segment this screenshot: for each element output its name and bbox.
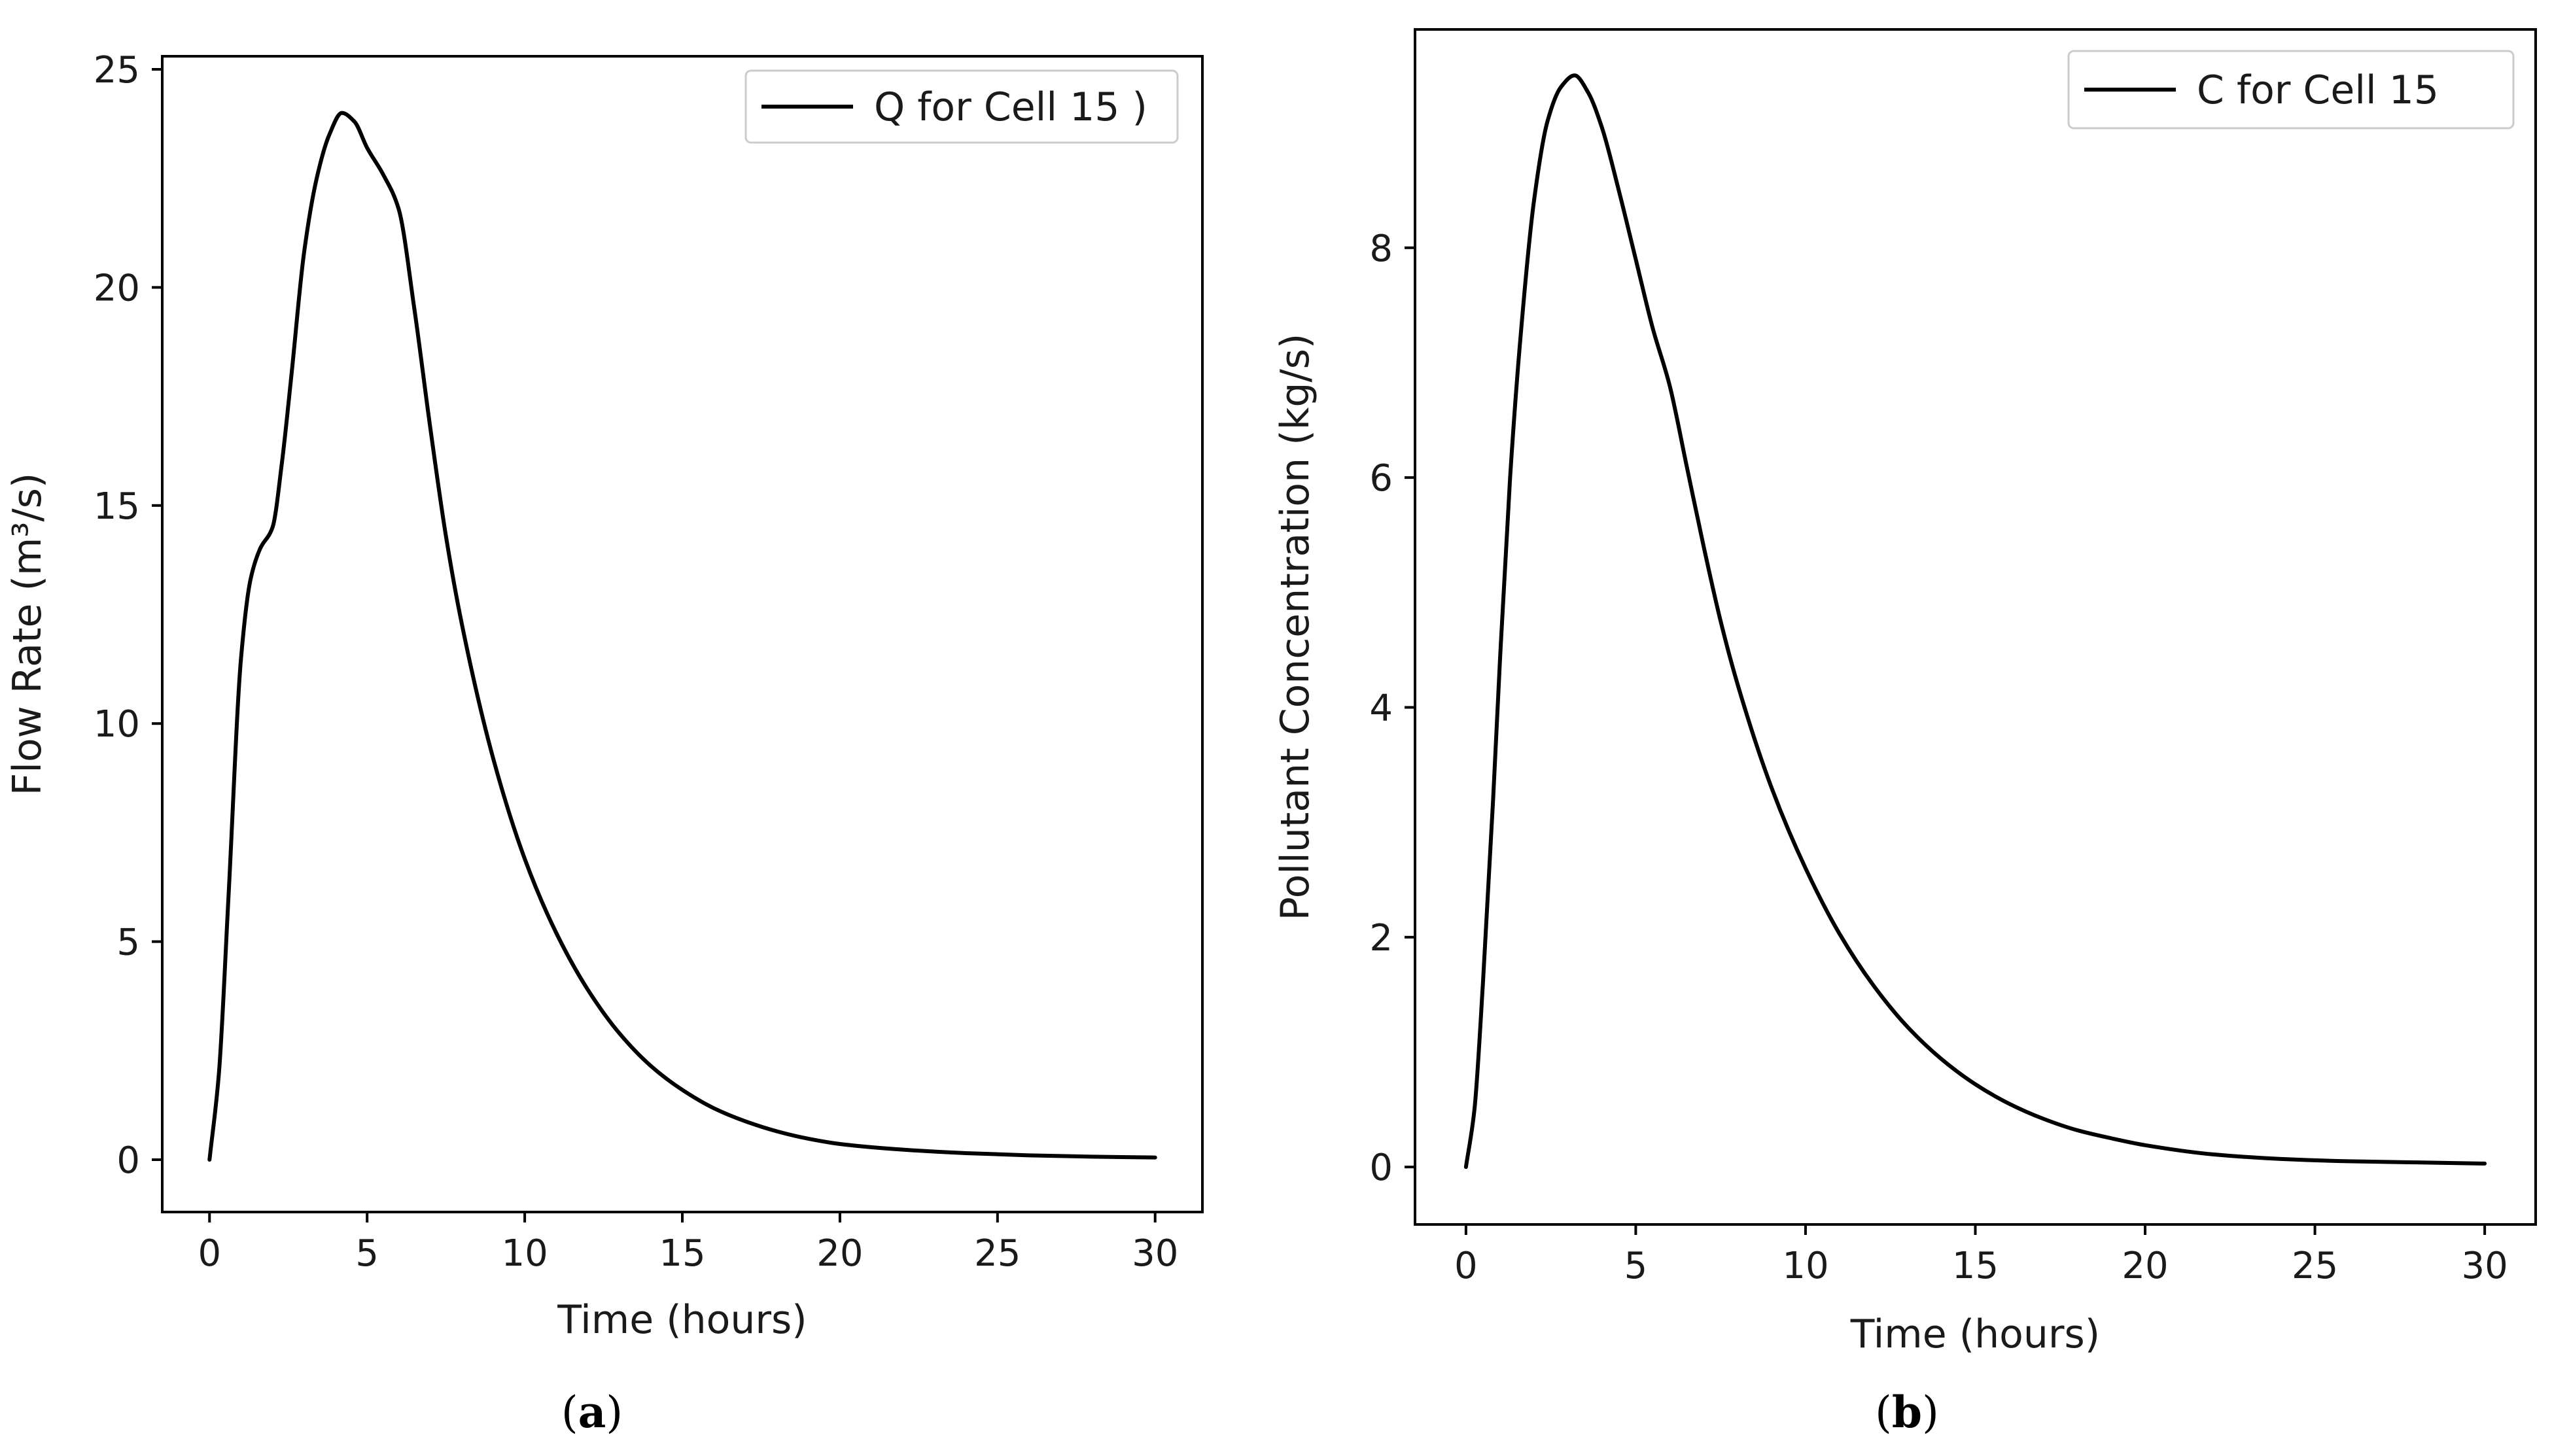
- chart-a-x-tick-label: 10: [501, 1232, 548, 1275]
- chart-b-legend-box: [2067, 50, 2515, 130]
- chart-a-y-tick-label: 20: [94, 267, 140, 309]
- chart-b-plot-area: [1463, 73, 2487, 1170]
- chart-a-y-tick-label: 15: [94, 485, 140, 528]
- chart-a-x-tick-label: 25: [974, 1232, 1021, 1275]
- chart-b-x-tick-label: 20: [2122, 1245, 2168, 1287]
- panel-label-b: (b): [1875, 1387, 1939, 1438]
- chart-a-legend-label: Q for Cell 15 ): [874, 84, 1147, 130]
- chart-b-x-axis-label: Time (hours): [1850, 1311, 2100, 1357]
- chart-a-x-axis-label: Time (hours): [557, 1297, 807, 1343]
- chart-b-x-tick-label: 10: [1782, 1245, 1828, 1287]
- chart-a-legend-box: [744, 69, 1179, 144]
- chart-a-x-tick-label: 30: [1132, 1232, 1178, 1275]
- chart-a: 0 5 10 15 20 25 0 5 10 15 20 25 30 Time (hours) Flo…: [5, 49, 1204, 1343]
- chart-b-legend: C for Cell 15: [2067, 50, 2515, 130]
- chart-a-x-tick-label: 15: [659, 1232, 705, 1275]
- chart-b-y-axis: 0 2 4 6 8: [1369, 228, 1415, 1189]
- chart-b-x-tick-label: 30: [2462, 1245, 2508, 1287]
- chart-b-x-tick-label: 25: [2292, 1245, 2338, 1287]
- chart-a-legend: Q for Cell 15 ): [744, 69, 1179, 144]
- chart-b-frame: [1414, 28, 2537, 1226]
- chart-b-series-line: [1463, 73, 2487, 1170]
- chart-b-x-tick-label: 0: [1454, 1245, 1478, 1287]
- chart-a-x-tick-label: 0: [198, 1232, 221, 1275]
- chart-a-x-tick-label: 5: [355, 1232, 379, 1275]
- chart-a-y-tick-label: 5: [116, 922, 140, 964]
- chart-b-y-tick-label: 4: [1369, 687, 1393, 729]
- chart-a-y-axis-label: Flow Rate (m³/s): [5, 473, 50, 795]
- chart-a-y-axis: 0 5 10 15 20 25: [94, 49, 162, 1182]
- chart-a-x-axis: 0 5 10 15 20 25 30: [198, 1212, 1178, 1275]
- chart-b: 0 2 4 6 8 0 5 10 15 20 25 30 Time (hours) Pollutan…: [1272, 28, 2537, 1357]
- chart-b-y-tick-label: 6: [1369, 457, 1393, 500]
- chart-b-x-axis: 0 5 10 15 20 25 30: [1454, 1224, 2508, 1287]
- chart-b-x-tick-label: 15: [1952, 1245, 1999, 1287]
- chart-a-plot-area: [207, 111, 1157, 1162]
- chart-a-y-tick-label: 0: [116, 1139, 140, 1182]
- chart-a-x-tick-label: 20: [816, 1232, 863, 1275]
- panel-label-a: (a): [561, 1387, 623, 1438]
- chart-b-y-tick-label: 0: [1369, 1147, 1393, 1189]
- chart-a-y-tick-label: 10: [94, 703, 140, 746]
- chart-b-y-tick-label: 2: [1369, 917, 1393, 960]
- chart-b-x-tick-label: 5: [1624, 1245, 1648, 1287]
- chart-a-frame: [161, 55, 1204, 1213]
- chart-a-series-line: [207, 111, 1157, 1162]
- chart-b-y-tick-label: 8: [1369, 228, 1393, 270]
- chart-b-y-axis-label: Pollutant Concentration (kg/s): [1272, 334, 1318, 921]
- chart-b-legend-label: C for Cell 15: [2197, 67, 2439, 113]
- chart-a-y-tick-label: 25: [94, 49, 140, 92]
